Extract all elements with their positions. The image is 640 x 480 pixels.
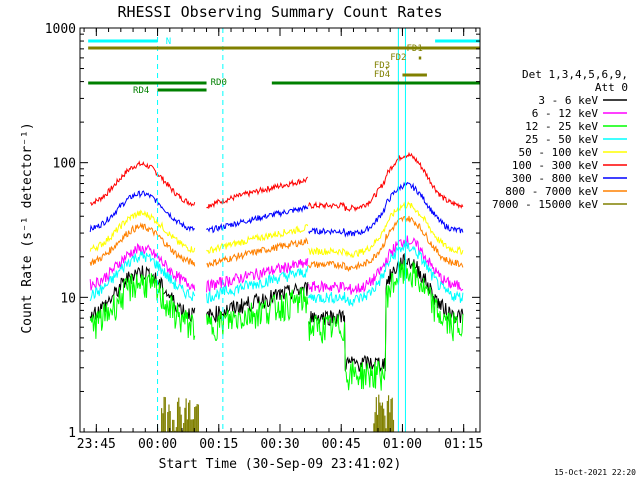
annotation-label: FD4 [374,70,390,80]
legend-entry-label: 7000 - 15000 keV [492,198,598,211]
series-line [308,215,464,273]
x-tick-label: 00:15 [199,437,238,452]
series-line [206,204,309,234]
y-axis-label: Count Rate (s⁻¹ detector⁻¹) [20,122,35,333]
series-line [89,209,196,254]
series-line [206,258,309,294]
series-line [89,242,196,291]
series-line [89,160,196,207]
series-line [206,286,309,341]
series-line [89,273,196,340]
x-tick-label: 00:45 [322,437,361,452]
legend-title: Det 1,3,4,5,6,9, [522,68,628,81]
series-line [206,265,309,304]
y-tick-label: 10 [60,291,76,306]
annotation-label: RD4 [133,86,149,96]
series-line [206,223,309,255]
legend-entry-label: 300 - 800 keV [512,172,598,185]
annotation-label: FD1 [407,44,423,54]
annotation-label: FD3 [374,61,390,71]
y-tick-label: 100 [53,157,76,172]
x-tick-label: 01:00 [383,437,422,452]
legend-entry-label: 50 - 100 keV [519,146,599,159]
series-line [206,237,309,268]
series-line [308,151,464,213]
y-tick-label: 1 [68,426,76,441]
series-line [206,176,309,210]
annotation-label: RD0 [211,78,227,88]
x-tick-label: 00:30 [260,437,299,452]
legend-entry-label: 6 - 12 keV [532,107,599,120]
y-tick-label: 1000 [45,22,76,37]
series-line [308,235,464,295]
legend-entry-label: 100 - 300 keV [512,159,598,172]
footer-timestamp: 15-Oct-2021 22:20 [554,468,636,477]
legend-entry-label: 3 - 6 keV [538,94,598,107]
x-tick-label: 00:00 [138,437,177,452]
legend-entry-label: 25 - 50 keV [525,133,598,146]
annotation-label: FD2 [390,53,406,63]
legend-entry-label: 12 - 25 keV [525,120,598,133]
series-line [89,190,196,233]
legend-title: Att 0 [595,81,628,94]
legend-entry-label: 800 - 7000 keV [505,185,598,198]
axes: 1 10 100 1000 23:45 00:00 00:15 00:30 00:45 01:00… [45,22,484,452]
series-line [308,181,464,238]
series-line [89,222,196,267]
x-tick-label: 01:15 [444,437,483,452]
series-line [308,240,464,308]
annotation-label: N [166,37,171,47]
series-line [308,258,464,391]
series-line [89,251,196,302]
x-tick-label: 23:45 [77,437,116,452]
x-axis-label: Start Time (30-Sep-09 23:41:02) [159,457,402,472]
series-line [308,201,464,258]
chart-title: RHESSI Observing Summary Count Rates [117,3,442,21]
